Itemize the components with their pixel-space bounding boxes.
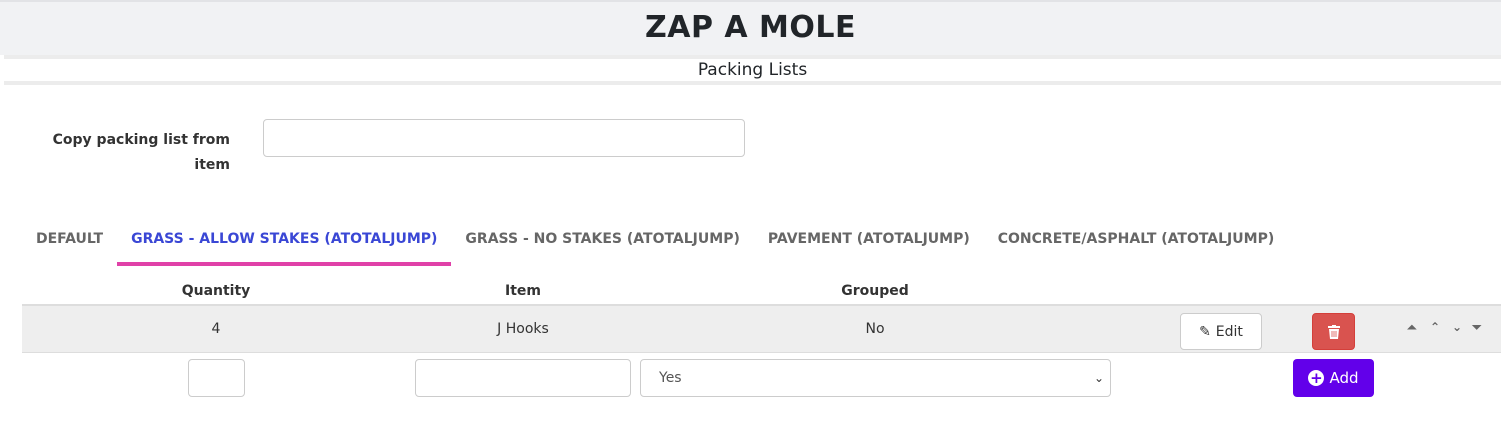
edit-button[interactable]: ✎ Edit — [1180, 313, 1262, 350]
new-item-input[interactable] — [415, 359, 631, 397]
header-quantity: Quantity — [181, 283, 251, 299]
page-title: Packing Lists — [4, 55, 1501, 85]
move-up-icon[interactable]: ⌃ — [1430, 320, 1441, 334]
move-bottom-icon[interactable]: ⏷ — [1472, 320, 1482, 334]
tab-grass-allow-stakes[interactable]: GRASS - ALLOW STAKES (ATOTALJUMP) — [117, 220, 452, 266]
tab-grass-no-stakes[interactable]: GRASS - NO STAKES (ATOTALJUMP) — [465, 231, 740, 247]
tab-default[interactable]: DEFAULT — [36, 231, 104, 247]
copy-from-item-input[interactable] — [263, 119, 745, 157]
plus-circle-icon: + — [1308, 369, 1325, 387]
app-title: ZAP A MOLE — [0, 0, 1501, 55]
cell-grouped: No — [865, 321, 885, 337]
grouped-select-value: Yes — [659, 370, 682, 386]
tab-bar: DEFAULT GRASS - ALLOW STAKES (ATOTALJUMP… — [22, 220, 1288, 266]
add-label: Add — [1329, 369, 1359, 387]
new-quantity-input[interactable] — [188, 359, 245, 397]
add-button[interactable]: + Add — [1293, 359, 1374, 397]
move-down-icon[interactable]: ⌄ — [1452, 320, 1463, 334]
delete-button[interactable] — [1312, 313, 1355, 350]
chevron-down-icon: ⌄ — [1093, 371, 1104, 385]
tab-pavement[interactable]: PAVEMENT (ATOTALJUMP) — [767, 231, 970, 247]
cell-quantity: 4 — [211, 321, 221, 337]
grouped-select[interactable]: Yes ⌄ — [640, 359, 1111, 397]
tab-concrete-asphalt[interactable]: CONCRETE/ASPHALT (ATOTALJUMP) — [997, 231, 1275, 247]
header-grouped: Grouped — [841, 283, 909, 299]
edit-icon: ✎ — [1199, 323, 1211, 340]
copy-label: Copy packing list from item — [52, 132, 230, 173]
move-top-icon[interactable]: ⏶ — [1407, 320, 1417, 334]
cell-item: J Hooks — [497, 321, 549, 337]
edit-label: Edit — [1215, 323, 1243, 340]
trash-icon — [1327, 324, 1340, 339]
header-item: Item — [505, 283, 541, 299]
table-row: 4 J Hooks No ✎ Edit ⏶ ⌃ ⌄ ⏷ — [22, 304, 1501, 353]
